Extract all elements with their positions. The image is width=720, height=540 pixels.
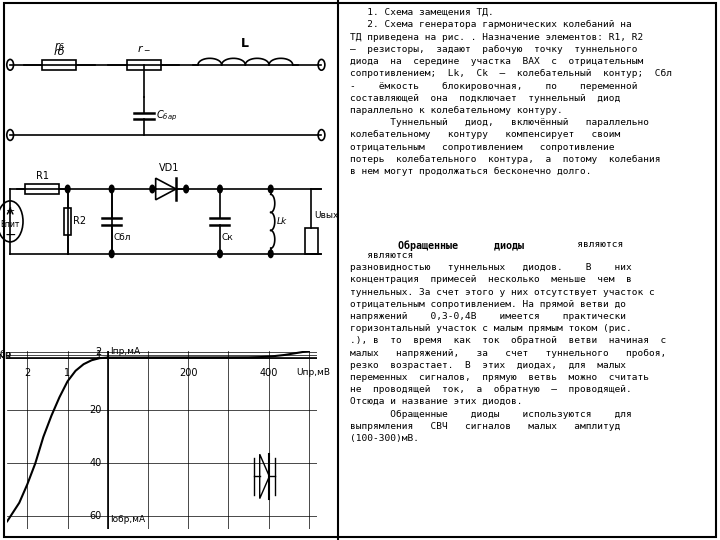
Text: Сбл: Сбл	[113, 233, 131, 242]
Text: Ск: Ск	[222, 233, 233, 242]
Text: Обращенные      диоды: Обращенные диоды	[350, 240, 524, 251]
Polygon shape	[156, 178, 176, 200]
Text: 40: 40	[89, 458, 102, 468]
Circle shape	[269, 185, 273, 193]
Circle shape	[269, 250, 273, 258]
Text: Lk: Lk	[276, 217, 287, 226]
Polygon shape	[260, 454, 269, 498]
Bar	[305, 228, 318, 254]
Text: 2: 2	[24, 368, 30, 378]
Text: 200: 200	[179, 368, 197, 378]
Text: $r_-$: $r_-$	[137, 43, 150, 53]
Circle shape	[217, 250, 222, 258]
Circle shape	[109, 185, 114, 193]
Text: 20: 20	[89, 406, 102, 415]
Bar	[25, 184, 59, 194]
Text: являются
разновидностью   туннельных   диодов.    В    них
концентрация  примесе: являются разновидностью туннельных диодо…	[350, 251, 666, 443]
Text: Iпр,мА: Iпр,мА	[109, 347, 140, 356]
Text: L: L	[241, 37, 249, 50]
Circle shape	[217, 185, 222, 193]
Text: Iобр,мА: Iобр,мА	[109, 515, 145, 524]
Circle shape	[109, 250, 114, 258]
Text: 60: 60	[89, 511, 102, 521]
Bar	[42, 60, 76, 70]
Text: 400: 400	[259, 368, 278, 378]
Text: R1: R1	[36, 171, 49, 181]
Text: −: −	[4, 228, 16, 242]
Text: rб: rб	[53, 47, 65, 57]
Text: 1: 1	[65, 368, 71, 378]
Text: являются: являются	[559, 240, 623, 249]
Text: Uпр,мВ: Uпр,мВ	[297, 368, 330, 377]
Text: Eпит: Eпит	[1, 220, 20, 228]
Text: Uвых: Uвых	[315, 212, 339, 220]
Text: мВ: мВ	[0, 352, 12, 361]
Bar	[64, 208, 71, 235]
Bar	[127, 60, 161, 70]
Text: $C_{бар}$: $C_{бар}$	[156, 109, 177, 123]
Circle shape	[66, 185, 70, 193]
Text: 1. Схема замещения ТД.
   2. Схема генератора гармонических колебаний на
ТД прив: 1. Схема замещения ТД. 2. Схема генерато…	[350, 8, 672, 188]
Text: 1: 1	[96, 350, 102, 360]
Text: VD1: VD1	[159, 163, 179, 173]
Text: $r_б$: $r_б$	[54, 40, 65, 53]
Text: Uобр: Uобр	[0, 350, 12, 360]
Text: 2: 2	[96, 347, 102, 357]
Text: R2: R2	[73, 217, 86, 226]
Circle shape	[184, 185, 189, 193]
Circle shape	[150, 185, 155, 193]
Text: +: +	[6, 206, 15, 215]
